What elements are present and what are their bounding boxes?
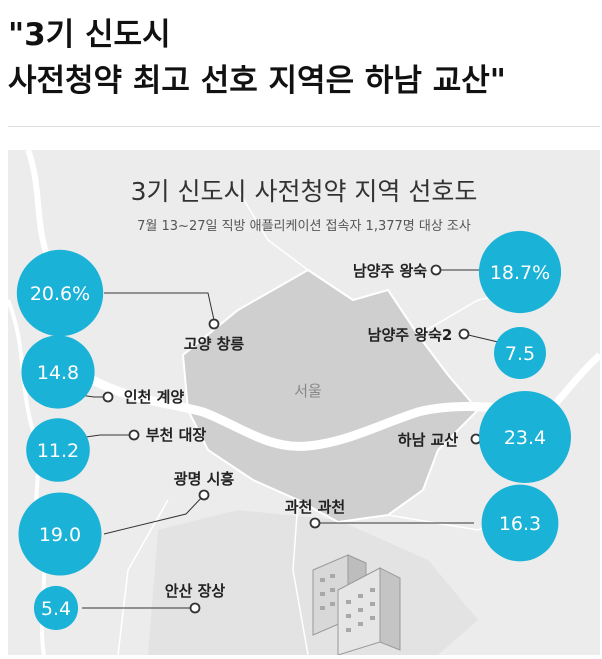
location-marker-고양-창릉 <box>208 318 220 330</box>
river-han <box>65 361 549 451</box>
bubble-안산-장상 <box>33 585 79 631</box>
location-marker-안산-장상 <box>189 602 201 614</box>
bubble-value-남양주-왕숙2: 7.5 <box>505 343 535 365</box>
bubble-과천-과천 <box>481 484 559 562</box>
boundary-5 <box>117 499 169 655</box>
chart-svg: 3기 신도시 사전청약 지역 선호도 7월 13~27일 직방 애플리케이션 접속… <box>8 150 600 655</box>
bubble-value-고양-창릉: 20.6% <box>30 283 90 305</box>
region-label-하남-교산: 하남 교산 <box>398 431 459 449</box>
headline-line-2: 사전청약 최고 선호 지역은 하남 교산" <box>8 63 506 99</box>
chart-title: 3기 신도시 사전청약 지역 선호도 <box>131 177 478 206</box>
region-label-고양-창릉: 고양 창릉 <box>184 335 245 353</box>
map-label-seoul: 서울 <box>294 382 322 400</box>
chart-titles: 3기 신도시 사전청약 지역 선호도 7월 13~27일 직방 애플리케이션 접속… <box>131 177 478 400</box>
location-marker-남양주-왕숙 <box>430 264 442 276</box>
region-label-안산-장상: 안산 장상 <box>165 582 226 600</box>
boundary-3 <box>292 499 309 655</box>
bubble-value-하남-교산: 23.4 <box>504 427 546 449</box>
location-marker-남양주-왕숙2 <box>458 328 470 340</box>
region-label-과천-과천: 과천 과천 <box>285 498 345 516</box>
bubbles: 18.7% 20.6% 7.5 14.8 23.4 11.2 19.0 16.3 5.4 <box>16 230 571 631</box>
bubble-value-인천-계양: 14.8 <box>37 362 79 384</box>
bubble-value-부천-대장: 11.2 <box>37 440 79 462</box>
leader-lines <box>79 264 505 614</box>
bubble-인천-계양 <box>21 335 95 409</box>
bubble-남양주-왕숙 <box>478 230 562 314</box>
bubble-value-안산-장상: 5.4 <box>41 598 71 620</box>
bubble-하남-교산 <box>479 391 571 483</box>
location-marker-과천-과천 <box>309 517 321 529</box>
bubble-value-광명-시흥: 19.0 <box>39 524 81 546</box>
boundary-1 <box>237 189 309 271</box>
region-label-남양주-왕숙: 남양주 왕숙 <box>353 262 427 280</box>
location-marker-부천-대장 <box>128 429 140 441</box>
seoul-region <box>181 268 480 524</box>
bubble-고양-창릉 <box>16 249 104 337</box>
bubble-광명-시흥 <box>18 492 102 576</box>
bubble-남양주-왕숙2 <box>494 327 546 379</box>
divider <box>8 126 600 127</box>
region-label-광명-시흥: 광명 시흥 <box>174 470 235 488</box>
bubble-부천-대장 <box>26 418 90 482</box>
bubble-value-남양주-왕숙: 18.7% <box>490 262 550 284</box>
leader-line-부천-대장 <box>85 434 130 438</box>
apartment-illustration <box>312 554 401 655</box>
location-marker-광명-시흥 <box>198 489 210 501</box>
headline: "3기 신도시 사전청약 최고 선호 지역은 하남 교산" <box>8 12 598 104</box>
headline-line-1: "3기 신도시 <box>8 17 171 53</box>
leader-line-고양-창릉 <box>104 292 215 321</box>
chart-subtitle: 7월 13~27일 직방 애플리케이션 접속자 1,377명 대상 조사 <box>137 219 471 234</box>
bubble-value-과천-과천: 16.3 <box>499 513 541 535</box>
location-marker-인천-계양 <box>102 391 114 403</box>
region-label-부천-대장: 부천 대장 <box>146 426 207 444</box>
region-label-남양주-왕숙2: 남양주 왕숙2 <box>368 326 453 344</box>
leader-line-광명-시흥 <box>103 494 205 535</box>
map-base <box>8 150 600 655</box>
region-label-인천-계양: 인천 계양 <box>124 388 185 406</box>
chart-panel: 3기 신도시 사전청약 지역 선호도 7월 13~27일 직방 애플리케이션 접속… <box>8 150 600 655</box>
